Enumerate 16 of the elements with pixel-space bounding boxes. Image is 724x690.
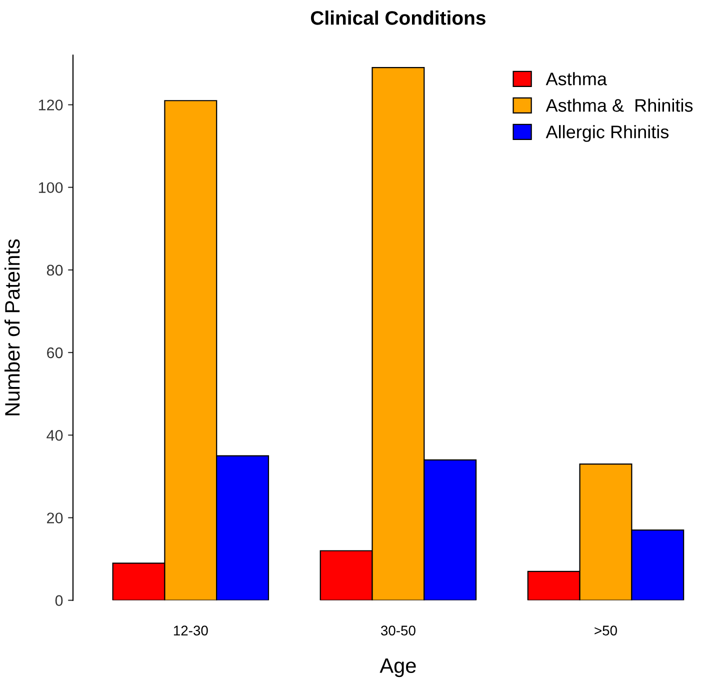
- x-axis-title: Age: [380, 658, 416, 678]
- y-tick-label: 80: [46, 264, 63, 276]
- y-tick-label: 0: [55, 595, 63, 606]
- x-tick-label: 30-50: [380, 626, 416, 636]
- y-tick-label: 120: [38, 100, 63, 110]
- y-tick-label: 40: [46, 430, 63, 441]
- x-tick-label: >50: [594, 626, 617, 636]
- y-tick-label: 60: [47, 347, 63, 358]
- y-axis-title: Number of Pateints: [4, 239, 20, 416]
- y-tick-label: 100: [38, 182, 63, 194]
- legend-label: Allergic Rhinitis: [546, 125, 669, 142]
- x-tick-label: 12-30: [174, 626, 208, 636]
- legend-label: Asthma: [546, 72, 607, 86]
- chart-title: Clinical Conditions: [310, 10, 486, 25]
- y-tick-label: 20: [47, 512, 63, 524]
- legend-label: Asthma & Rhinitis: [546, 98, 693, 112]
